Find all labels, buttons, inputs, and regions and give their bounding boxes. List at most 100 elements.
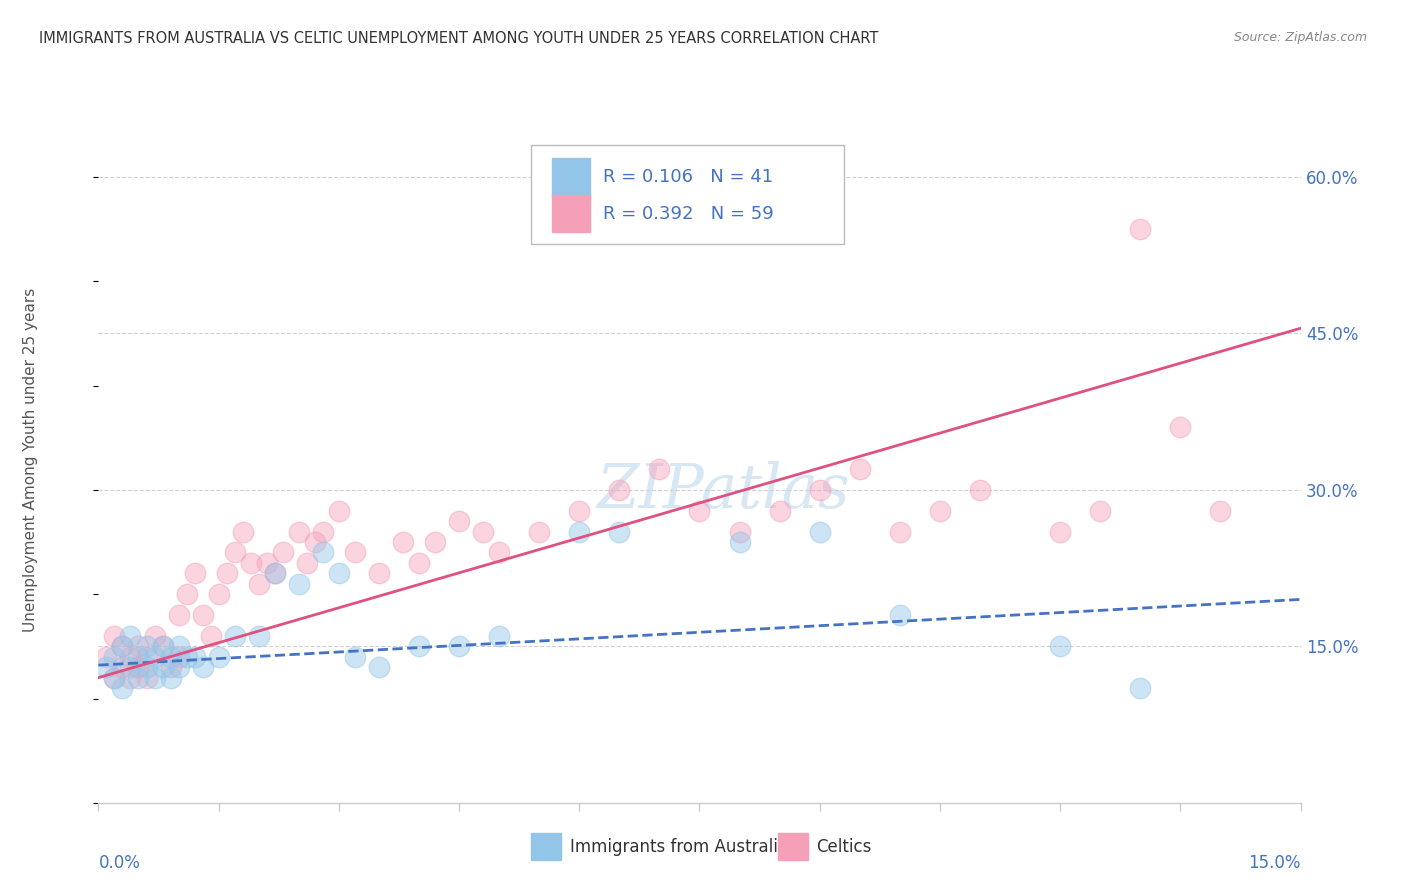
Point bbox=[423, 535, 446, 549]
Point bbox=[343, 649, 366, 664]
FancyBboxPatch shape bbox=[531, 833, 561, 861]
Point bbox=[488, 629, 510, 643]
Text: Source: ZipAtlas.com: Source: ZipAtlas.com bbox=[1233, 31, 1367, 45]
Point bbox=[849, 462, 872, 476]
Point bbox=[247, 629, 270, 643]
Point bbox=[1129, 222, 1152, 236]
Point bbox=[103, 671, 125, 685]
Point bbox=[208, 587, 231, 601]
Point bbox=[224, 629, 246, 643]
Point bbox=[111, 681, 134, 695]
Point bbox=[167, 660, 190, 674]
Point bbox=[1088, 504, 1111, 518]
Point bbox=[183, 566, 205, 581]
Point bbox=[128, 671, 150, 685]
Point bbox=[176, 587, 198, 601]
Text: 0.0%: 0.0% bbox=[98, 854, 141, 871]
Point bbox=[215, 566, 238, 581]
Point bbox=[408, 556, 430, 570]
Point bbox=[143, 629, 166, 643]
Point bbox=[648, 462, 671, 476]
Point bbox=[191, 608, 214, 623]
Point bbox=[200, 629, 222, 643]
Point bbox=[368, 660, 391, 674]
Point bbox=[568, 524, 591, 539]
Point bbox=[609, 524, 631, 539]
Point bbox=[529, 524, 551, 539]
Point bbox=[312, 545, 335, 559]
Point bbox=[568, 504, 591, 518]
Point bbox=[304, 535, 326, 549]
Point bbox=[128, 640, 150, 654]
Point bbox=[472, 524, 495, 539]
Point bbox=[889, 608, 911, 623]
Point bbox=[111, 660, 134, 674]
Point bbox=[120, 660, 142, 674]
Point bbox=[1170, 420, 1192, 434]
Text: Unemployment Among Youth under 25 years: Unemployment Among Youth under 25 years bbox=[24, 287, 38, 632]
Point bbox=[929, 504, 952, 518]
Point bbox=[96, 660, 118, 674]
Point bbox=[689, 504, 711, 518]
Text: R = 0.392   N = 59: R = 0.392 N = 59 bbox=[603, 205, 775, 223]
Point bbox=[392, 535, 415, 549]
Point bbox=[288, 524, 311, 539]
Point bbox=[143, 649, 166, 664]
Point bbox=[208, 649, 231, 664]
Point bbox=[176, 649, 198, 664]
Point bbox=[256, 556, 278, 570]
Point bbox=[128, 649, 150, 664]
Point bbox=[159, 660, 181, 674]
Point bbox=[288, 576, 311, 591]
FancyBboxPatch shape bbox=[551, 158, 591, 195]
Point bbox=[96, 649, 118, 664]
Point bbox=[769, 504, 792, 518]
Point bbox=[191, 660, 214, 674]
Point bbox=[143, 671, 166, 685]
Point bbox=[312, 524, 335, 539]
Point bbox=[152, 660, 174, 674]
Point bbox=[728, 535, 751, 549]
Point bbox=[969, 483, 991, 497]
Point bbox=[120, 629, 142, 643]
Point bbox=[808, 483, 831, 497]
Point bbox=[1129, 681, 1152, 695]
Point bbox=[1209, 504, 1232, 518]
Point bbox=[328, 504, 350, 518]
Point bbox=[447, 640, 470, 654]
Point bbox=[408, 640, 430, 654]
Text: Immigrants from Australia: Immigrants from Australia bbox=[569, 838, 787, 855]
Point bbox=[1049, 524, 1071, 539]
Point bbox=[135, 640, 157, 654]
Point bbox=[152, 640, 174, 654]
Point bbox=[103, 649, 125, 664]
Text: ZIPatlas: ZIPatlas bbox=[596, 461, 851, 521]
Point bbox=[271, 545, 294, 559]
Point bbox=[120, 671, 142, 685]
Point bbox=[808, 524, 831, 539]
Text: 15.0%: 15.0% bbox=[1249, 854, 1301, 871]
FancyBboxPatch shape bbox=[551, 194, 591, 232]
Point bbox=[152, 640, 174, 654]
Point bbox=[488, 545, 510, 559]
FancyBboxPatch shape bbox=[531, 145, 844, 244]
Point bbox=[120, 649, 142, 664]
Point bbox=[111, 640, 134, 654]
Point bbox=[135, 660, 157, 674]
Point bbox=[224, 545, 246, 559]
Point bbox=[159, 671, 181, 685]
Point bbox=[368, 566, 391, 581]
Point bbox=[167, 640, 190, 654]
Point bbox=[135, 649, 157, 664]
Point bbox=[609, 483, 631, 497]
Point bbox=[728, 524, 751, 539]
Point bbox=[447, 514, 470, 528]
Point bbox=[263, 566, 285, 581]
FancyBboxPatch shape bbox=[778, 833, 807, 861]
Point bbox=[111, 640, 134, 654]
Point bbox=[239, 556, 262, 570]
Point bbox=[183, 649, 205, 664]
Text: Celtics: Celtics bbox=[815, 838, 872, 855]
Point bbox=[128, 660, 150, 674]
Point bbox=[328, 566, 350, 581]
